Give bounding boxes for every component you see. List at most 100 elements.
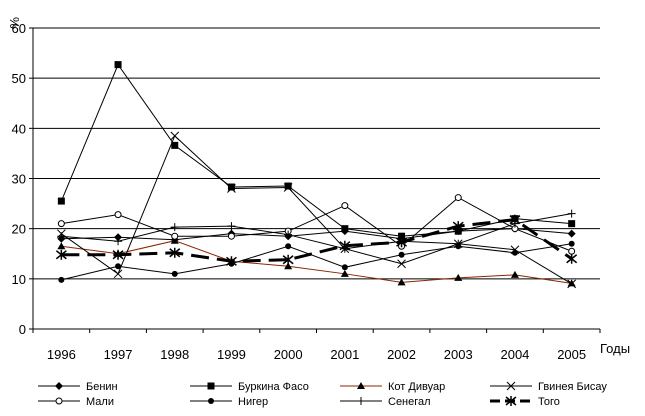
legend-label: Бенин — [86, 381, 118, 393]
x-tick-label: 2003 — [444, 347, 473, 362]
data-point — [112, 249, 124, 260]
data-point — [285, 243, 292, 250]
data-point — [57, 197, 65, 205]
data-point — [114, 237, 123, 246]
x-axis-ticks: 1996 1997 1998 1999 2000 2001 2002 2003 2004 2005 — [32, 329, 601, 362]
data-point — [396, 237, 408, 248]
data-point — [454, 273, 463, 281]
data-point — [115, 263, 122, 270]
x-tick-label: 2000 — [274, 347, 303, 362]
data-point — [284, 262, 293, 270]
data-point — [170, 223, 179, 232]
legend-item: Бенин — [38, 381, 118, 393]
data-point — [454, 194, 462, 202]
series-line — [61, 135, 572, 285]
data-point — [170, 236, 179, 244]
data-point — [398, 251, 405, 258]
data-point — [225, 256, 237, 267]
series-line — [61, 228, 572, 241]
x-tick-label: 1997 — [104, 347, 133, 362]
data-point — [568, 220, 576, 228]
data-point — [567, 279, 577, 289]
series-line — [61, 196, 572, 252]
data-point — [568, 247, 576, 255]
data-point — [57, 242, 66, 250]
data-point — [454, 227, 462, 235]
data-point — [284, 182, 292, 190]
x-tick-label: 1996 — [47, 347, 76, 362]
series-8 — [55, 214, 578, 267]
series-line — [61, 213, 572, 250]
data-point — [397, 259, 406, 269]
series-line — [60, 63, 572, 237]
series-1 — [57, 224, 576, 244]
data-point — [169, 247, 181, 258]
series-2 — [57, 61, 576, 240]
data-point — [567, 279, 576, 287]
data-point — [113, 269, 123, 279]
x-tick-label: 1998 — [160, 347, 189, 362]
y-axis-ticks: 0 10 20 30 40 50 60 — [12, 21, 33, 337]
series-4 — [56, 131, 577, 289]
data-point — [227, 183, 235, 191]
y-tick-label: 0 — [19, 322, 26, 337]
data-point — [341, 202, 349, 210]
legend-item: Сенегал — [340, 396, 431, 408]
legend-item: Того — [490, 396, 560, 408]
series-6 — [58, 240, 575, 283]
y-tick-label: 20 — [12, 222, 26, 237]
x-tick-label: 2004 — [500, 347, 529, 362]
data-point — [55, 249, 67, 260]
data-point — [568, 240, 575, 247]
data-point — [282, 254, 294, 265]
data-point — [208, 398, 214, 404]
data-point — [454, 239, 463, 248]
y-tick-label: 40 — [12, 121, 26, 136]
data-point — [227, 222, 236, 231]
data-point — [284, 230, 293, 239]
data-point — [567, 229, 576, 238]
y-axis-label: % — [7, 17, 22, 29]
data-point — [566, 253, 578, 264]
data-point — [170, 131, 180, 141]
data-point — [357, 382, 365, 389]
data-point — [207, 382, 215, 390]
data-point — [397, 278, 406, 286]
data-point — [114, 61, 122, 69]
series-line — [61, 218, 573, 263]
series-group — [55, 61, 578, 289]
legend-item: Буркина Фасо — [190, 381, 309, 393]
data-point — [55, 382, 63, 390]
data-point — [341, 264, 348, 271]
x-tick-label: 1999 — [217, 347, 246, 362]
data-point — [171, 141, 179, 149]
x-tick-label: 2001 — [330, 347, 359, 362]
legend-label: Нигер — [238, 396, 268, 408]
legend-item: Гвинея Бисау — [490, 381, 607, 393]
y-tick-label: 30 — [12, 172, 26, 187]
data-point — [55, 397, 63, 405]
data-point — [505, 396, 517, 406]
legend-label: Сенегал — [388, 396, 431, 408]
legend-label: Кот Дивуар — [388, 381, 445, 393]
series-5 — [57, 194, 576, 255]
y-tick-label: 50 — [12, 71, 26, 86]
data-point — [114, 211, 122, 219]
data-point — [506, 381, 516, 391]
data-point — [511, 249, 518, 256]
series-line — [61, 240, 572, 284]
data-point — [227, 232, 235, 240]
data-point — [510, 270, 519, 278]
data-point — [57, 220, 65, 228]
x-tick-label: 2002 — [387, 347, 416, 362]
x-axis-label: Годы — [600, 341, 630, 356]
data-point — [567, 209, 576, 218]
data-point — [58, 276, 65, 283]
data-point — [509, 214, 521, 225]
legend-item: Мали — [38, 396, 114, 408]
data-point — [171, 270, 178, 277]
data-point — [340, 269, 349, 277]
legend-label: Мали — [86, 396, 114, 408]
data-point — [283, 183, 293, 192]
